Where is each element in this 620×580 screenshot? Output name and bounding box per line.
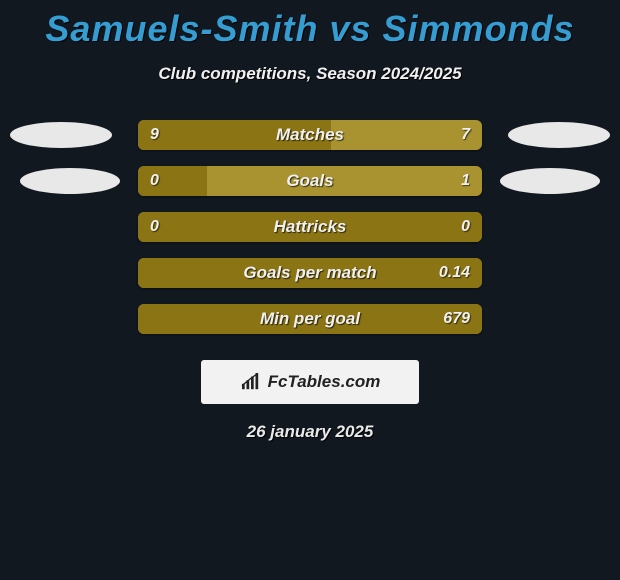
stat-row: 0 Hattricks 0 [0,204,620,250]
page-title: Samuels-Smith vs Simmonds [0,0,620,50]
stat-bar: Goals per match 0.14 [138,258,482,288]
stat-left-value: 0 [150,218,159,236]
stat-row: 0 Goals 1 [0,158,620,204]
stat-label: Goals [286,171,333,191]
stat-bar: 9 Matches 7 [138,120,482,150]
page-subtitle: Club competitions, Season 2024/2025 [0,64,620,84]
stat-right-value: 679 [443,310,470,328]
stat-bar: Min per goal 679 [138,304,482,334]
stat-row: 9 Matches 7 [0,112,620,158]
snapshot-date: 26 january 2025 [0,422,620,442]
stat-bar-fill [138,166,207,196]
team-right-marker [508,122,610,148]
stat-bar: 0 Hattricks 0 [138,212,482,242]
team-left-marker [20,168,120,194]
stat-row: Min per goal 679 [0,296,620,342]
bar-chart-icon [240,373,262,391]
stat-label: Goals per match [243,263,376,283]
stat-label: Matches [276,125,344,145]
stat-right-value: 0 [461,218,470,236]
stat-left-value: 0 [150,172,159,190]
team-left-marker [10,122,112,148]
source-logo-text: FcTables.com [268,372,381,392]
stat-right-value: 0.14 [439,264,470,282]
stat-rows: 9 Matches 7 0 Goals 1 0 Hattricks 0 Goal… [0,112,620,342]
stat-row: Goals per match 0.14 [0,250,620,296]
stat-label: Min per goal [260,309,360,329]
stat-bar: 0 Goals 1 [138,166,482,196]
source-logo: FcTables.com [201,360,419,404]
stat-label: Hattricks [274,217,347,237]
team-right-marker [500,168,600,194]
stat-right-value: 1 [461,172,470,190]
stat-right-value: 7 [461,126,470,144]
stat-left-value: 9 [150,126,159,144]
